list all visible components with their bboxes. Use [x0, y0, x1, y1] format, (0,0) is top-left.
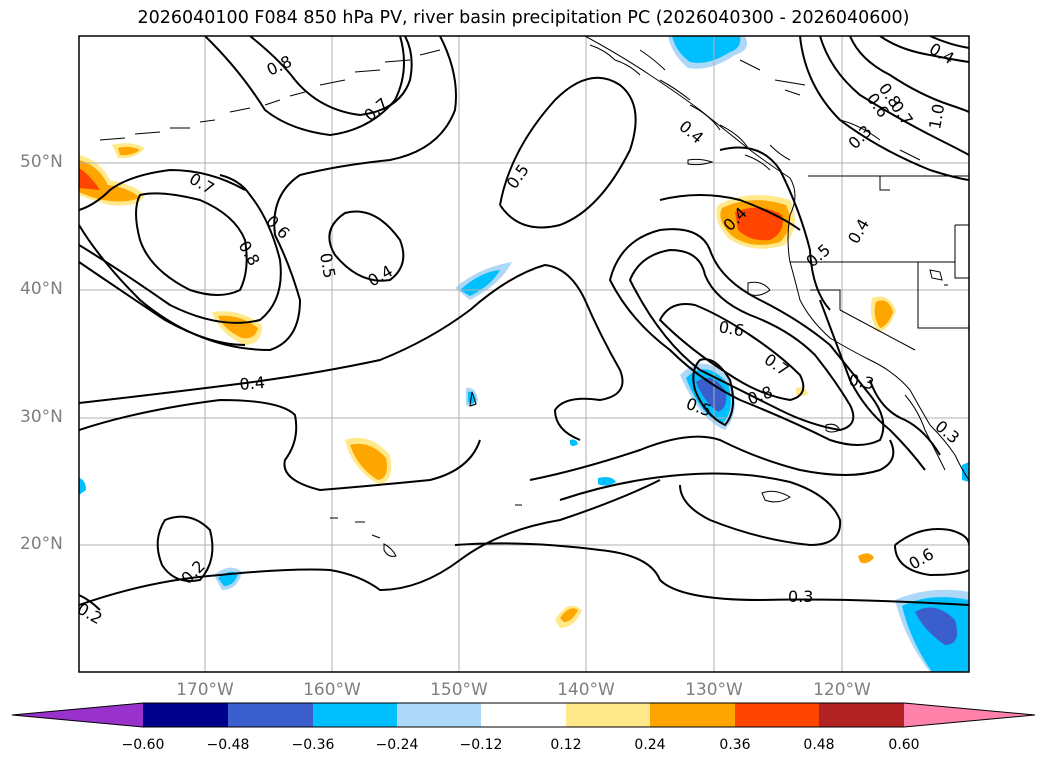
longitude-label: 140°W — [557, 680, 615, 700]
contour-label: 0.4 — [239, 373, 266, 394]
colorbar-bin — [735, 703, 819, 727]
longitude-label: 160°W — [303, 680, 361, 700]
pv-contours — [79, 36, 969, 611]
latitude-label: 20°N — [20, 534, 63, 554]
colorbar-tick-label: 0.24 — [634, 737, 666, 753]
colorbar-bin — [481, 703, 566, 727]
colorbar-tick-label: −0.36 — [291, 737, 335, 753]
latitude-label: 50°N — [20, 152, 63, 172]
colorbar-tick-label: −0.48 — [206, 737, 250, 753]
longitude-label: 150°W — [430, 680, 488, 700]
contour-label: 1.0 — [925, 102, 948, 130]
coastlines — [99, 36, 969, 557]
contour-label: 0.3 — [847, 370, 875, 393]
colorbar-tick-label: −0.12 — [459, 737, 503, 753]
colorbar-bin — [143, 703, 228, 727]
contour-label: 0.6 — [717, 317, 745, 340]
colorbar-tick-label: 0.48 — [803, 737, 835, 753]
colorbar-bin — [397, 703, 481, 727]
colorbar — [11, 702, 1036, 728]
colorbar-bin — [566, 703, 650, 727]
contour-label: 0.5 — [316, 251, 339, 279]
colorbar-tick-label: 0.36 — [719, 737, 751, 753]
colorbar-tick-label: −0.60 — [121, 737, 165, 753]
gridlines — [79, 36, 969, 672]
colorbar-extend-low — [12, 703, 143, 727]
latitude-label: 40°N — [20, 279, 63, 299]
colorbar-tick-label: 0.12 — [550, 737, 582, 753]
colorbar-bin — [228, 703, 313, 727]
plot-area — [79, 36, 969, 672]
longitude-label: 130°W — [685, 680, 743, 700]
plot-frame — [78, 35, 970, 673]
contour-label: 0.3 — [788, 587, 813, 606]
colorbar-tick-label: 0.60 — [888, 737, 920, 753]
colorbar-bin — [650, 703, 735, 727]
latitude-label: 30°N — [20, 407, 63, 427]
map-title: 2026040100 F084 850 hPa PV, river basin … — [137, 8, 910, 28]
colorbar-tick-label: −0.24 — [375, 737, 419, 753]
colorbar-bin — [819, 703, 904, 727]
longitude-label: 170°W — [176, 680, 234, 700]
colorbar-bin — [313, 703, 397, 727]
longitude-label: 120°W — [813, 680, 871, 700]
colorbar-extend-high — [904, 703, 1035, 727]
